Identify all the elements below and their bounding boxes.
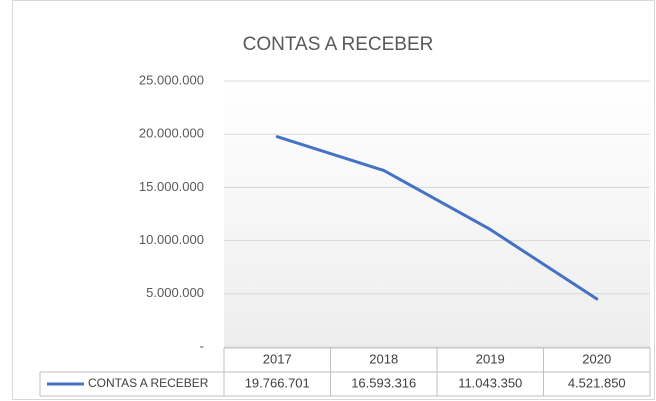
plot-area bbox=[224, 81, 650, 348]
y-tick-label: 20.000.000 bbox=[139, 126, 204, 141]
data-table-value: 16.593.316 bbox=[351, 375, 416, 390]
x-tick-label: 2019 bbox=[476, 351, 505, 366]
y-tick-label: 10.000.000 bbox=[139, 232, 204, 247]
legend-label: CONTAS A RECEBER bbox=[88, 376, 209, 390]
y-tick-label: 15.000.000 bbox=[139, 179, 204, 194]
y-tick-label: 25.000.000 bbox=[139, 72, 204, 87]
x-tick-label: 2017 bbox=[263, 351, 292, 366]
x-tick-label: 2020 bbox=[582, 351, 611, 366]
y-tick-label: - bbox=[200, 338, 204, 353]
data-table-value: 4.521.850 bbox=[568, 375, 626, 390]
y-tick-label: 5.000.000 bbox=[146, 285, 204, 300]
data-table-value: 11.043.350 bbox=[458, 375, 522, 390]
chart-title: CONTAS A RECEBER bbox=[243, 34, 434, 55]
x-tick-label: 2018 bbox=[369, 351, 398, 366]
data-line bbox=[275, 135, 599, 301]
data-table-value: 19.766.701 bbox=[245, 375, 310, 390]
